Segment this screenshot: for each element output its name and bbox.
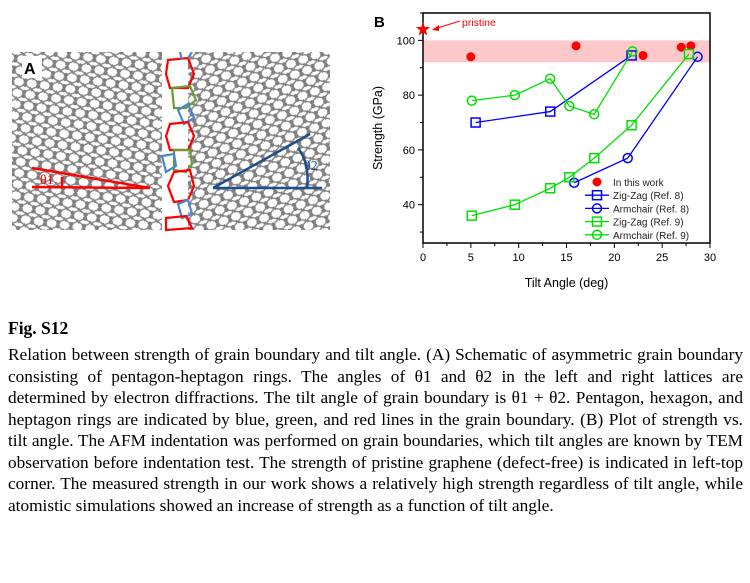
grain-boundary-rings	[160, 52, 198, 232]
data-point-series-3	[544, 182, 556, 194]
data-point-series-0	[638, 50, 648, 60]
legend-marker	[591, 229, 603, 241]
strength-band	[423, 40, 710, 63]
legend-marker	[591, 216, 603, 227]
x-tick-label: 30	[704, 252, 716, 264]
grain-boundary-schematic: θ1 θ2 A	[12, 52, 330, 232]
data-point-series-0	[466, 52, 476, 62]
data-point-series-1	[470, 117, 481, 128]
legend-label: Armchair (Ref. 9)	[613, 231, 689, 242]
y-axis-label: Strength (GPa)	[371, 86, 385, 170]
x-tick-label: 25	[656, 252, 668, 264]
data-point-series-4	[588, 109, 600, 120]
data-point-series-0	[571, 41, 581, 51]
y-tick-label: 80	[403, 90, 415, 102]
series-line-3	[471, 53, 690, 217]
y-tick-label: 60	[403, 145, 415, 157]
data-point-series-3	[683, 48, 695, 60]
series-line-1	[475, 54, 632, 124]
right-lattice	[188, 52, 330, 230]
theta1-label: θ1	[40, 173, 54, 188]
x-tick-label: 15	[560, 252, 572, 264]
pristine-label: pristine	[462, 17, 496, 29]
y-tick-label: 100	[397, 35, 415, 47]
figure-caption: Relation between strength of grain bound…	[8, 345, 743, 515]
x-tick-label: 20	[608, 252, 620, 264]
x-tick-label: 10	[513, 252, 525, 264]
data-point-series-4	[466, 95, 478, 106]
legend-marker	[592, 177, 602, 187]
theta2-angle-lines	[212, 132, 322, 190]
data-point-series-0	[686, 41, 696, 51]
data-point-series-4	[544, 73, 556, 84]
series-line-4	[471, 50, 634, 116]
pristine-star-marker	[415, 21, 431, 36]
legend-label: Zig-Zag (Ref. 8)	[613, 191, 684, 202]
figure-label: Fig. S12	[8, 318, 69, 338]
theta2-label: θ2	[304, 159, 318, 174]
data-point-series-1	[544, 106, 556, 117]
data-point-series-3	[626, 120, 637, 131]
data-point-series-3	[466, 210, 478, 221]
data-point-series-3	[564, 172, 575, 183]
data-point-series-3	[509, 199, 521, 210]
legend-label: Armchair (Ref. 8)	[613, 204, 689, 215]
pristine-arrowhead	[432, 25, 439, 31]
y-tick-label: 40	[403, 200, 415, 212]
legend-marker	[591, 203, 603, 214]
left-lattice	[12, 52, 162, 230]
panel-b-label: B	[374, 14, 385, 31]
theta1-angle-lines	[31, 166, 151, 190]
data-point-series-2	[622, 152, 633, 164]
data-point-series-4	[627, 46, 638, 57]
panel-a-label: A	[24, 61, 36, 78]
x-axis-label: Tilt Angle (deg)	[525, 276, 609, 290]
data-point-series-0	[676, 42, 686, 52]
legend-label: Zig-Zag (Ref. 9)	[613, 218, 684, 229]
x-tick-label: 5	[468, 252, 474, 264]
data-point-series-3	[588, 152, 600, 164]
data-point-series-4	[509, 89, 521, 101]
legend-label: In this work	[613, 178, 665, 189]
series-line-2	[573, 56, 699, 184]
data-point-series-4	[564, 100, 575, 112]
strength-vs-tilt-chart: 0 5 10 15 20 25 30 40 60 80 100 Tilt Angle (deg) Str…	[371, 12, 716, 290]
data-point-series-1	[626, 50, 637, 61]
x-tick-label: 0	[420, 252, 426, 264]
legend-marker	[591, 189, 603, 201]
